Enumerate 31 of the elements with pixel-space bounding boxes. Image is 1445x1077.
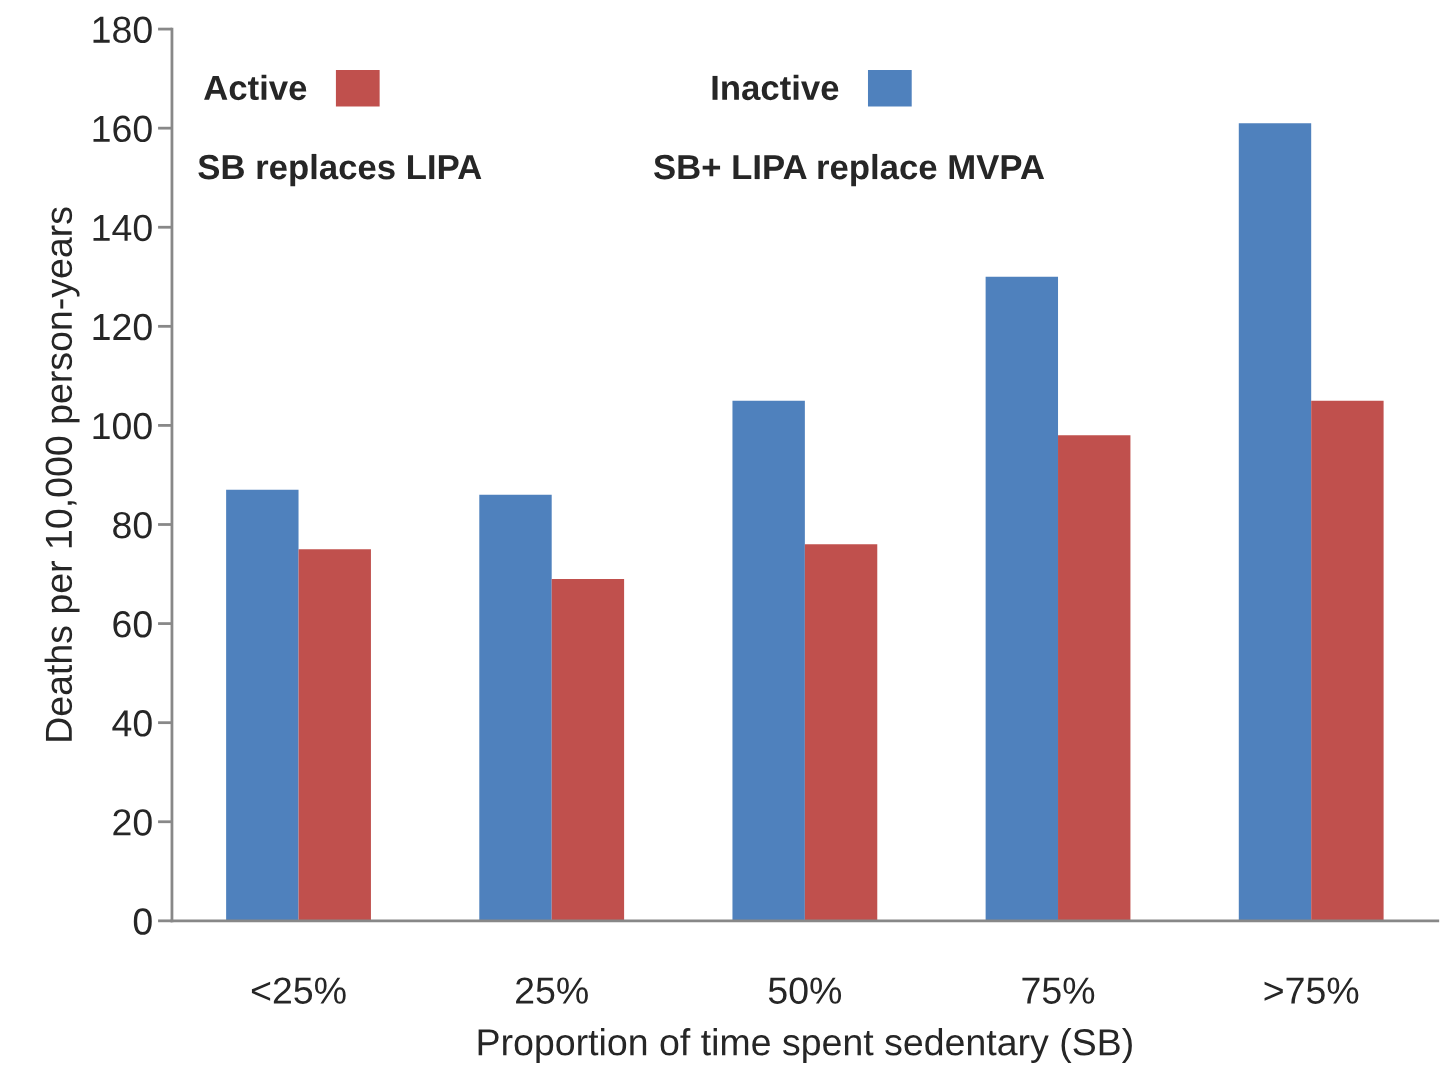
x-axis-title: Proportion of time spent sedentary (SB) [478, 1028, 1132, 1063]
bar [1311, 400, 1384, 921]
annotation: SB+ LIPA replace MVPA [653, 153, 1045, 187]
bar [985, 276, 1059, 921]
bar [1238, 123, 1312, 921]
x-tick-label: <25% [251, 977, 346, 1004]
bar [479, 494, 552, 921]
y-tick-label: 100 [93, 412, 152, 440]
x-tick-label: >75% [1264, 977, 1359, 1004]
y-axis-title: Deaths per 10,000 person-years [44, 207, 80, 741]
x-tick-label: 50% [768, 977, 842, 1004]
legend-label: Active [204, 74, 307, 101]
legend-label: Inactive [712, 74, 839, 101]
bar [226, 489, 299, 921]
annotation: SB replaces LIPA [198, 153, 482, 187]
y-tick-label: 20 [113, 809, 152, 836]
x-tick-label: 75% [1022, 977, 1095, 1004]
y-tick-label: 80 [113, 511, 152, 539]
y-tick-label: 60 [113, 610, 152, 638]
y-tick-label: 120 [93, 313, 152, 341]
x-tick-label: 25% [516, 977, 588, 1004]
bar [298, 549, 371, 921]
y-tick-label: 180 [93, 16, 152, 44]
y-tick-label: 0 [133, 908, 152, 935]
bar [551, 579, 625, 921]
bar [1058, 435, 1131, 921]
y-tick-label: 160 [93, 115, 152, 143]
bar [804, 544, 878, 921]
y-tick-label: 40 [112, 710, 152, 737]
bar [732, 400, 805, 921]
y-tick-label: 140 [93, 214, 152, 242]
